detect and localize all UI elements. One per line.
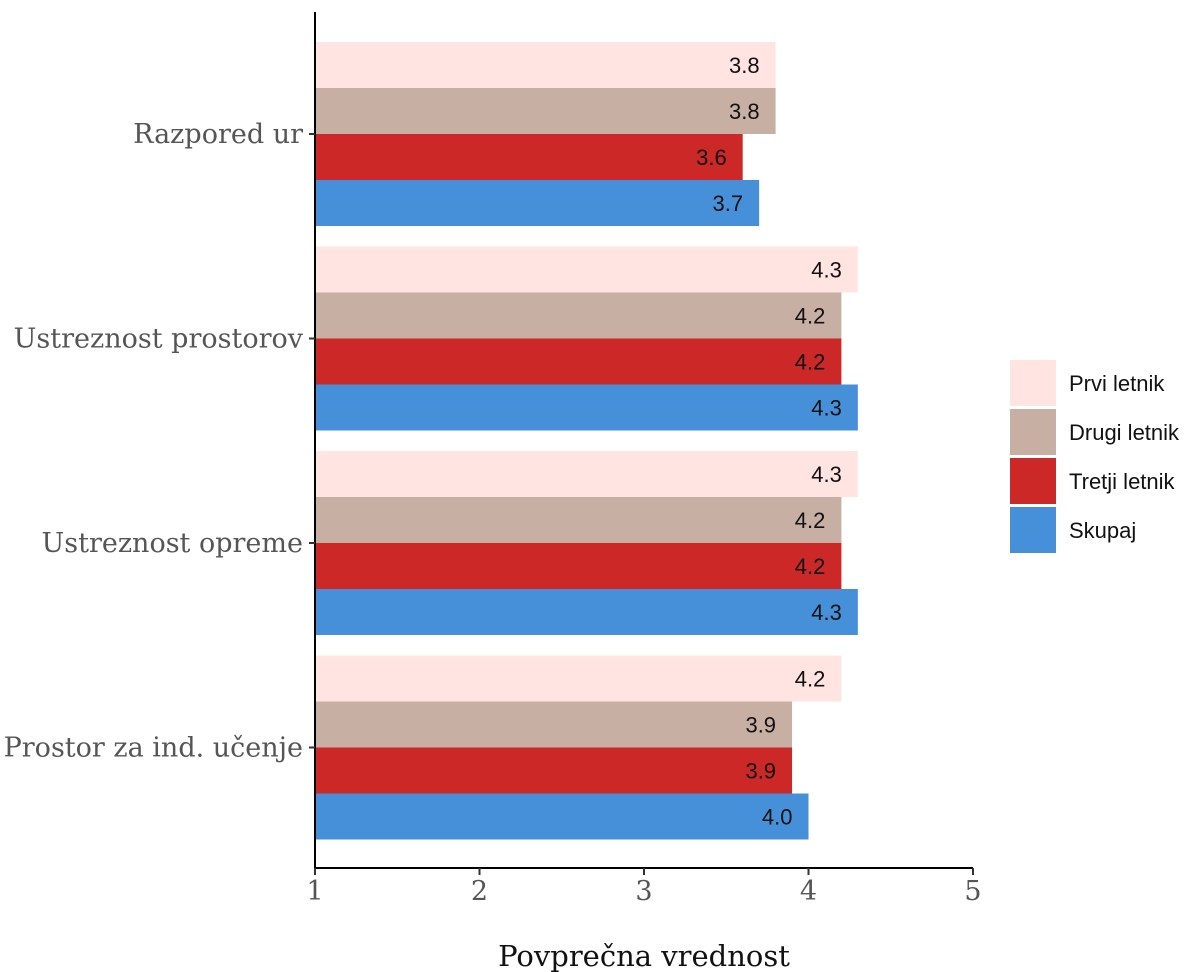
- x-tick-label: 4: [800, 876, 817, 907]
- bar-value-label: 4.2: [795, 350, 826, 375]
- bar-value-label: 3.8: [729, 99, 760, 124]
- legend: Prvi letnik Drugi letnik Tretji letnik Skup…: [1010, 360, 1180, 553]
- y-tick-label: Ustreznost opreme: [41, 528, 303, 559]
- bar-3-1: [315, 134, 743, 180]
- x-tick-label: 3: [635, 876, 652, 907]
- y-tick-label: Prostor za ind. učenje: [4, 733, 303, 764]
- legend-label: Prvi letnik: [1069, 371, 1165, 396]
- bar-2-4: [315, 701, 793, 748]
- bar-value-label: 4.0: [762, 805, 793, 830]
- bar-value-label: 3.6: [696, 145, 727, 170]
- legend-label: Tretji letnik: [1069, 469, 1176, 494]
- x-tick-label: 2: [471, 876, 488, 907]
- bar-value-label: 3.9: [745, 713, 776, 738]
- legend-label: Skupaj: [1069, 518, 1136, 543]
- bar-3-2: [315, 338, 842, 385]
- bar-2-3: [315, 497, 842, 543]
- bar-3-4: [315, 747, 793, 794]
- bar-1-2: [315, 246, 858, 293]
- bar-value-label: 3.7: [713, 191, 744, 216]
- x-tick-label: 1: [306, 876, 323, 907]
- bar-2-2: [315, 292, 842, 339]
- bar-1-4: [315, 655, 842, 702]
- bar-4-4: [315, 793, 809, 840]
- legend-key: [1010, 360, 1056, 406]
- bar-value-label: 3.9: [745, 759, 776, 784]
- legend-key: [1010, 507, 1056, 553]
- bar-value-label: 4.3: [811, 396, 842, 421]
- legend-label: Drugi letnik: [1069, 420, 1180, 445]
- bar-value-label: 4.2: [795, 508, 826, 533]
- bar-value-label: 4.3: [811, 600, 842, 625]
- legend-key: [1010, 458, 1056, 504]
- bar-2-1: [315, 88, 776, 134]
- x-axis-ticks: 1 2 3 4 5: [306, 868, 982, 907]
- bar-value-label: 4.2: [795, 554, 826, 579]
- bar-1-1: [315, 42, 776, 88]
- bar-3-3: [315, 543, 842, 589]
- bar-labels-group: 3.83.83.63.74.34.24.24.34.34.24.24.34.23…: [696, 53, 842, 830]
- bar-value-label: 3.8: [729, 53, 760, 78]
- bar-value-label: 4.3: [811, 258, 842, 283]
- bar-4-2: [315, 384, 858, 431]
- bar-value-label: 4.2: [795, 304, 826, 329]
- y-tick-label: Ustreznost prostorov: [14, 324, 304, 355]
- bar-value-label: 4.2: [795, 667, 826, 692]
- x-tick-label: 5: [964, 876, 981, 907]
- bar-4-1: [315, 180, 760, 226]
- bar-4-3: [315, 589, 858, 635]
- legend-key: [1010, 409, 1056, 455]
- y-tick-label: Razpored ur: [133, 119, 303, 150]
- y-axis-ticks: Razpored ur Ustreznost prostorov Ustreznos…: [4, 119, 315, 764]
- bar-value-label: 4.3: [811, 462, 842, 487]
- x-axis-title: Povprečna vrednost: [498, 939, 790, 972]
- bar-1-3: [315, 451, 858, 497]
- bars-group: [315, 42, 858, 840]
